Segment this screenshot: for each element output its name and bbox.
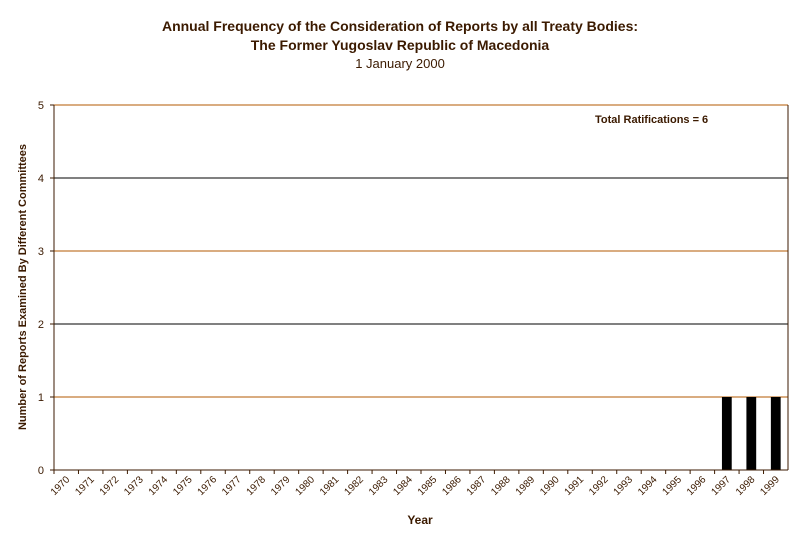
total-ratifications-annotation: Total Ratifications = 6 (595, 114, 708, 126)
y-axis-label: Number of Reports Examined By Different … (17, 144, 29, 430)
x-tick-label: 1995 (661, 474, 685, 498)
x-tick-label: 1988 (489, 474, 513, 498)
x-tick-label: 1987 (465, 474, 489, 498)
y-tick-label: 4 (38, 173, 44, 185)
x-tick-label: 1983 (367, 474, 391, 498)
x-tick-label: 1997 (709, 474, 733, 498)
y-tick-label: 1 (38, 392, 44, 404)
x-tick-label: 1971 (73, 474, 97, 498)
chart-subtitle: The Former Yugoslav Republic of Macedoni… (250, 37, 550, 53)
axes (50, 104, 789, 474)
bar (721, 397, 732, 470)
x-tick-label: 1990 (538, 474, 562, 498)
x-tick-label: 1996 (685, 474, 709, 498)
x-axis-label: Year (407, 513, 433, 527)
x-tick-label: 1981 (318, 474, 342, 498)
x-tick-label: 1977 (220, 474, 244, 498)
x-tick-label: 1974 (147, 474, 171, 498)
y-tick-label: 2 (38, 319, 44, 331)
y-tick-label: 0 (38, 465, 44, 477)
x-tick-label: 1994 (636, 474, 660, 498)
y-tick-labels: 0 1 2 3 4 5 (38, 100, 44, 477)
chart-date: 1 January 2000 (355, 56, 445, 71)
x-tick-label: 1975 (171, 474, 195, 498)
x-tick-label: 1979 (269, 474, 293, 498)
x-tick-label: 1989 (514, 474, 538, 498)
x-tick-label: 1976 (196, 474, 220, 498)
bar (770, 397, 781, 470)
x-tick-label: 1982 (342, 474, 366, 498)
x-tick-label: 1992 (587, 474, 611, 498)
x-tick-label: 1999 (758, 474, 782, 498)
y-tick-label: 5 (38, 100, 44, 112)
x-tick-label: 1986 (440, 474, 464, 498)
x-tick-label: 1993 (612, 474, 636, 498)
x-tick-label: 1985 (416, 474, 440, 498)
x-tick-label: 1991 (563, 474, 587, 498)
bars (721, 397, 781, 470)
x-tick-label: 1980 (294, 474, 318, 498)
x-tick-label: 1973 (122, 474, 146, 498)
bar (746, 397, 757, 470)
x-tick-label: 1972 (98, 474, 122, 498)
x-tick-labels: 1970 1971 1972 1973 1974 1975 1976 1977 1978 1979… (49, 474, 782, 498)
x-tick-label: 1998 (734, 474, 758, 498)
gridlines (54, 104, 788, 398)
x-tick-label: 1970 (49, 474, 73, 498)
chart-title: Annual Frequency of the Consideration of… (161, 18, 639, 34)
y-tick-label: 3 (38, 246, 44, 258)
x-tick-label: 1984 (391, 474, 415, 498)
x-tick-label: 1978 (245, 474, 269, 498)
